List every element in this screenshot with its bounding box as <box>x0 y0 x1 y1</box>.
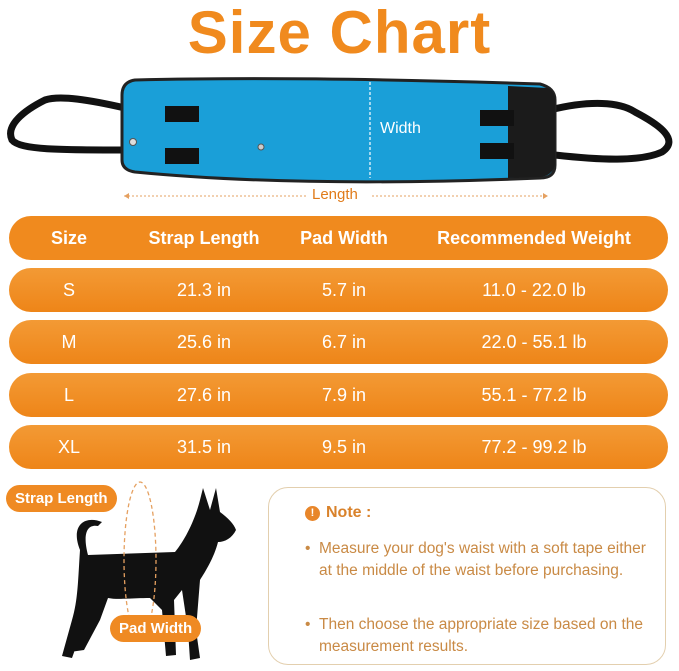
note-item: • Then choose the appropriate size based … <box>305 616 644 655</box>
cell-weight: 55.1 - 77.2 lb <box>481 385 587 405</box>
pad-body <box>120 77 557 184</box>
cell-pad-width: 9.5 in <box>321 437 367 457</box>
cell-size: M <box>61 332 77 352</box>
width-label: Width <box>380 120 421 137</box>
header-strap-length: Strap Length <box>148 228 260 248</box>
note-heading: ! Note : <box>305 504 371 522</box>
cell-strap-length: 25.6 in <box>176 332 232 352</box>
table-row: M 25.6 in 6.7 in 22.0 - 55.1 lb <box>9 320 668 364</box>
cell-strap-length: 27.6 in <box>176 385 232 405</box>
length-label: Length <box>312 186 358 203</box>
cell-pad-width: 6.7 in <box>321 332 367 352</box>
strap-length-tag: Strap Length <box>6 485 117 512</box>
cell-size: XL <box>57 437 81 457</box>
table-row: XL 31.5 in 9.5 in 77.2 - 99.2 lb <box>9 425 668 469</box>
cell-weight: 22.0 - 55.1 lb <box>481 332 587 352</box>
table-header: Size Strap Length Pad Width Recommended … <box>9 216 668 260</box>
cell-size: L <box>63 385 74 405</box>
table-row: S 21.3 in 5.7 in 11.0 - 22.0 lb <box>9 268 668 312</box>
cell-strap-length: 21.3 in <box>176 280 232 300</box>
note-box: ! Note : • Measure your dog's waist with a… <box>268 487 666 665</box>
cell-weight: 77.2 - 99.2 lb <box>481 437 587 457</box>
header-recommended-weight: Recommended Weight <box>437 228 631 248</box>
cell-size: S <box>62 280 75 300</box>
exclamation-circle-icon: ! <box>305 506 320 521</box>
note-item: • Measure your dog's waist with a soft ta… <box>305 540 646 579</box>
cell-weight: 11.0 - 22.0 lb <box>482 280 586 300</box>
cell-strap-length: 31.5 in <box>176 437 232 457</box>
cell-pad-width: 5.7 in <box>321 280 367 300</box>
left-strap <box>7 94 126 154</box>
strap-measure-ring <box>123 481 157 639</box>
table-row: L 27.6 in 7.9 in 55.1 - 77.2 lb <box>9 373 668 417</box>
right-strap <box>549 100 673 163</box>
header-size: Size <box>50 228 88 248</box>
cell-pad-width: 7.9 in <box>321 385 367 405</box>
page-title: Size Chart <box>187 0 492 66</box>
support-pad-image <box>7 77 673 199</box>
header-pad-width: Pad Width <box>300 228 388 248</box>
pad-width-tag: Pad Width <box>110 615 202 642</box>
